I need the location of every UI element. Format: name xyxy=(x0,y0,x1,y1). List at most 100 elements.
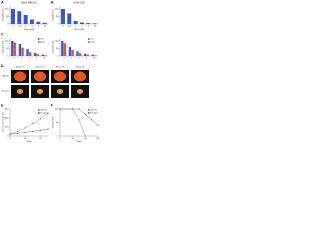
bar xyxy=(36,54,39,56)
y-tick-label: 100 xyxy=(5,41,9,43)
column-label: Mouse 1 xyxy=(16,67,25,69)
x-tick-label: 0 xyxy=(63,58,65,60)
y-tick-label: 1000 xyxy=(4,118,10,120)
legend-label: Drug xyxy=(90,41,96,44)
series-line xyxy=(60,108,86,137)
bar xyxy=(13,42,17,56)
x-tick-label: 5 xyxy=(38,26,40,28)
panel-label: E xyxy=(1,103,4,107)
y-tick-label: 50 xyxy=(56,16,59,18)
y-axis-label: Viability (%) xyxy=(52,9,55,21)
y-tick-label: 50 xyxy=(56,122,59,124)
legend-label: Ctrl xyxy=(90,38,94,41)
x-tick-label: 40 xyxy=(84,138,87,140)
x-tick-label: 0 xyxy=(63,26,65,28)
bar xyxy=(23,15,28,24)
legend-swatch xyxy=(88,112,90,114)
x-tick-label: 60 xyxy=(97,138,100,140)
y-tick-label: 100 xyxy=(5,9,9,11)
bar xyxy=(67,13,72,24)
legend-label: Treated xyxy=(40,112,48,115)
bar xyxy=(29,19,34,24)
y-tick-label: 0 xyxy=(7,24,9,26)
y-axis-label: Viability (%) xyxy=(2,9,5,21)
panel-label: F xyxy=(51,103,54,107)
x-tick-label: 2 xyxy=(32,26,34,28)
legend-swatch xyxy=(88,38,90,40)
bar xyxy=(21,47,24,56)
y-tick-label: 50 xyxy=(6,16,9,18)
y-tick-label: 0 xyxy=(7,56,9,58)
y-axis-label: Tumor volume (mm³) xyxy=(2,112,5,133)
panel-label: C xyxy=(1,32,4,36)
x-tick-label: 5 xyxy=(36,58,38,60)
y-tick-label: 0 xyxy=(57,136,59,138)
y-tick-label: 500 xyxy=(5,127,9,129)
x-tick-label: 0 xyxy=(59,138,61,140)
x-axis-label: Dose (µM) xyxy=(24,29,35,31)
tumor xyxy=(77,89,83,94)
x-tick-label: 0.5 xyxy=(18,26,22,28)
x-tick-label: 1 xyxy=(75,26,77,28)
page: A MDA-MB-231 Viability (%) Dose (µM) 0 50 100 0… xyxy=(1,0,100,143)
bar xyxy=(68,47,72,56)
legend-label: Ctrl xyxy=(40,38,44,41)
legend-swatch xyxy=(38,41,40,43)
legend-label: Treated xyxy=(90,112,98,115)
column-label: Mouse 4 xyxy=(76,67,85,69)
x-tick-label: 2 xyxy=(78,58,80,60)
bar xyxy=(11,41,14,56)
tumor xyxy=(74,71,86,82)
bar xyxy=(44,55,47,56)
x-tick-label: 0.5 xyxy=(68,26,72,28)
x-tick-label: 20 xyxy=(71,138,74,140)
x-tick-label: 10 xyxy=(24,138,27,140)
chart-title: SUM-159 xyxy=(74,1,86,5)
tumor xyxy=(34,71,46,82)
x-tick-label: 20 xyxy=(39,138,42,140)
panel-label: A xyxy=(1,0,4,4)
x-axis-label: Days xyxy=(27,141,33,143)
x-tick-label: 1 xyxy=(21,58,23,60)
column-label: Mouse 2 xyxy=(36,67,45,69)
series-line xyxy=(9,113,49,135)
bar xyxy=(26,49,29,56)
bar xyxy=(86,23,91,24)
bar xyxy=(29,52,32,56)
y-axis-label: Colonies (%) xyxy=(53,40,55,53)
tumor xyxy=(37,89,43,94)
bar xyxy=(71,50,74,56)
bar xyxy=(18,44,22,56)
legend-swatch xyxy=(88,41,90,43)
bar xyxy=(60,9,65,24)
tumor xyxy=(54,71,66,82)
x-axis-label: Dose (µM) xyxy=(74,29,85,31)
bar xyxy=(42,22,47,24)
x-tick-label: 10 xyxy=(44,26,47,28)
y-tick-label: 100 xyxy=(55,41,59,43)
bar xyxy=(94,55,97,56)
chart-title: MDA-MB-231 xyxy=(21,1,37,5)
legend-label: Vehicle xyxy=(90,110,98,112)
bar xyxy=(73,21,78,24)
x-tick-label: 2 xyxy=(82,26,84,28)
y-tick-label: 0 xyxy=(7,136,9,138)
bar xyxy=(17,11,22,24)
tumor xyxy=(17,89,23,94)
bar xyxy=(92,23,97,24)
legend-label: Drug xyxy=(40,41,46,44)
bar xyxy=(79,22,84,24)
x-tick-label: 0 xyxy=(13,26,15,28)
bar xyxy=(36,21,41,24)
panel-label: B xyxy=(51,0,54,4)
row-label: Vehicle xyxy=(2,76,10,78)
y-tick-label: 50 xyxy=(6,48,9,50)
bar xyxy=(91,54,94,56)
x-tick-label: 10 xyxy=(94,26,97,28)
x-tick-label: 1 xyxy=(71,58,73,60)
x-tick-label: 5 xyxy=(88,26,90,28)
y-axis-label: Survival (%) xyxy=(52,116,55,128)
series-line xyxy=(9,128,49,135)
legend-label: Vehicle xyxy=(40,110,48,112)
x-tick-label: 0 xyxy=(13,58,15,60)
